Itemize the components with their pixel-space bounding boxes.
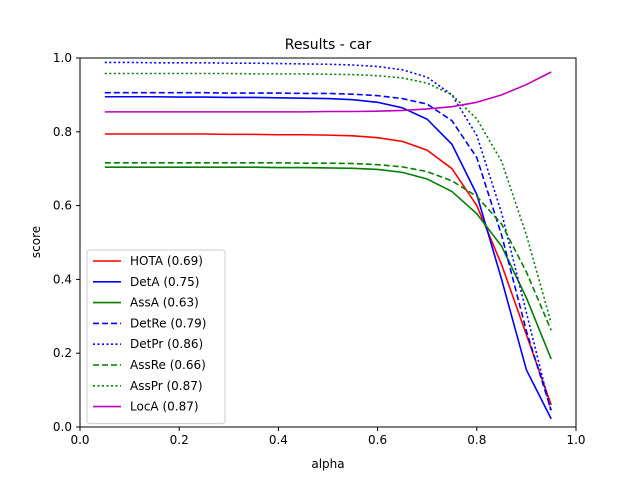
y-tick-label: 0.6 <box>53 199 72 213</box>
x-tick-label: 0.0 <box>70 433 89 447</box>
x-tick-label: 0.4 <box>269 433 288 447</box>
plot-frame <box>79 57 577 428</box>
legend-label-hota: HOTA (0.69) <box>130 254 203 268</box>
x-tick-label: 0.6 <box>368 433 387 447</box>
series-line-deta <box>104 95 552 420</box>
x-tick-label: 1.0 <box>566 433 585 447</box>
legend-label-deta: DetA (0.75) <box>130 275 199 289</box>
y-tick-label: 0.4 <box>53 272 72 286</box>
legend-label-loca: LocA (0.87) <box>130 400 199 414</box>
legend-label-assa: AssA (0.63) <box>130 296 199 310</box>
legend: HOTA (0.69) DetA (0.75) AssA (0.63) DetRe (… <box>86 249 226 425</box>
y-tick-label: 0.2 <box>53 346 72 360</box>
series-line-assa <box>104 166 552 360</box>
series-line-assre <box>104 162 552 331</box>
series-line-loca <box>104 71 552 113</box>
x-tick-label: 0.8 <box>467 433 486 447</box>
legend-label-asspr: AssPr (0.87) <box>130 379 203 393</box>
legend-label-detpr: DetPr (0.86) <box>130 337 203 351</box>
series-layer <box>104 61 552 420</box>
chart-title: Results - car <box>285 37 372 53</box>
x-tick-label: 0.2 <box>170 433 189 447</box>
y-tick-label: 1.0 <box>53 51 72 65</box>
series-line-detpr <box>104 61 552 413</box>
y-tick-label: 0.8 <box>53 125 72 139</box>
y-tick-label: 0.0 <box>53 420 72 434</box>
legend-box <box>86 249 226 425</box>
legend-label-assre: AssRe (0.66) <box>130 358 206 372</box>
x-axis-title: alpha <box>311 457 344 471</box>
ticks-layer: 0.0 0.2 0.4 0.6 0.8 1.0 0.0 0.2 0.4 0.6 0.8 1.0 <box>53 51 586 447</box>
series-line-detre <box>104 91 552 411</box>
y-axis-title: score <box>29 226 43 258</box>
series-line-hota <box>104 133 552 406</box>
legend-label-detre: DetRe (0.79) <box>130 316 206 330</box>
